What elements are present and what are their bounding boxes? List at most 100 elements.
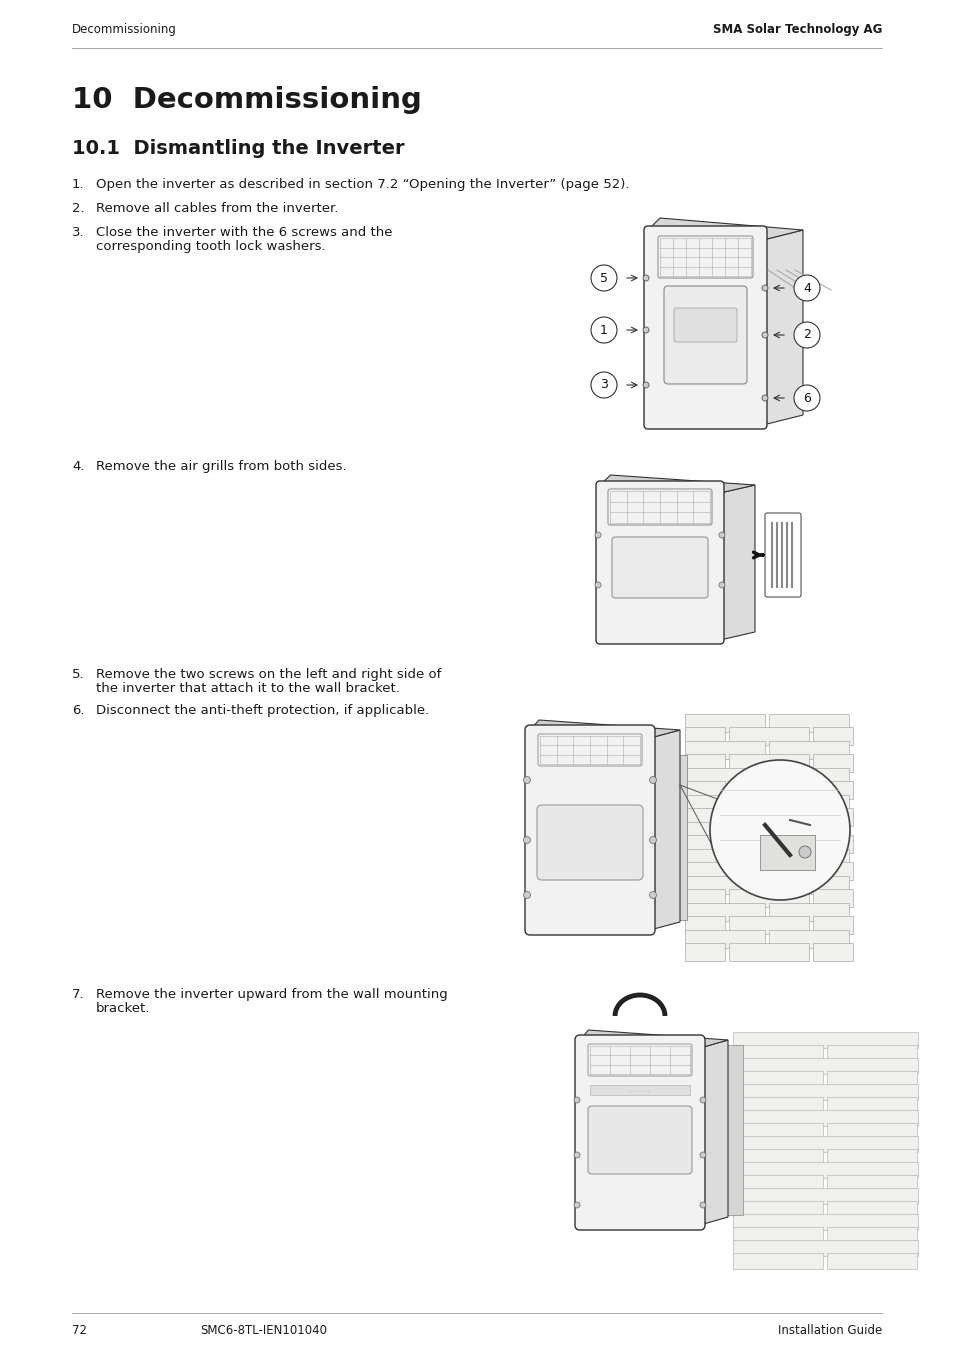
Bar — [768, 795, 848, 813]
Bar — [826, 1228, 916, 1242]
Circle shape — [761, 333, 767, 338]
Text: 5.: 5. — [71, 668, 85, 681]
Text: Decommissioning: Decommissioning — [71, 23, 176, 37]
Text: 1.: 1. — [71, 178, 85, 191]
Text: 7.: 7. — [71, 988, 85, 1000]
Bar — [732, 1201, 822, 1217]
Bar — [684, 942, 724, 961]
Bar — [728, 890, 808, 907]
Bar — [684, 863, 724, 880]
Text: Open the inverter as described in section 7.2 “Opening the Inverter” (page 52).: Open the inverter as described in sectio… — [96, 178, 629, 191]
Bar — [768, 822, 848, 840]
Circle shape — [590, 316, 617, 343]
Text: . . . . . .: . . . . . . — [630, 1087, 649, 1092]
Circle shape — [523, 891, 530, 899]
FancyBboxPatch shape — [643, 226, 766, 429]
Circle shape — [649, 776, 656, 784]
Bar — [826, 1071, 916, 1087]
Bar — [684, 741, 764, 758]
FancyBboxPatch shape — [537, 804, 642, 880]
Bar — [684, 917, 724, 934]
Bar — [768, 849, 848, 867]
Bar — [684, 849, 764, 867]
Circle shape — [590, 372, 617, 397]
FancyBboxPatch shape — [612, 537, 707, 598]
Bar — [732, 1175, 822, 1191]
Circle shape — [642, 327, 648, 333]
Text: 10.1  Dismantling the Inverter: 10.1 Dismantling the Inverter — [71, 138, 404, 157]
Circle shape — [649, 837, 656, 844]
Text: Remove the two screws on the left and right side of: Remove the two screws on the left and ri… — [96, 668, 441, 681]
Bar — [812, 836, 852, 853]
Bar — [826, 1096, 916, 1113]
Polygon shape — [649, 730, 679, 930]
Bar — [826, 1175, 916, 1191]
Text: 72: 72 — [71, 1324, 87, 1337]
Circle shape — [595, 581, 600, 588]
FancyBboxPatch shape — [587, 1106, 691, 1174]
Bar — [768, 876, 848, 894]
Circle shape — [761, 285, 767, 291]
Bar — [684, 890, 724, 907]
Text: 3.: 3. — [71, 226, 85, 239]
Bar — [732, 1228, 822, 1242]
Text: 2: 2 — [802, 329, 810, 342]
Bar — [732, 1059, 917, 1073]
Bar — [760, 836, 814, 869]
Bar — [812, 727, 852, 745]
Bar — [768, 741, 848, 758]
Bar — [684, 714, 764, 731]
Bar — [812, 917, 852, 934]
Text: corresponding tooth lock washers.: corresponding tooth lock washers. — [96, 241, 325, 253]
Bar — [728, 727, 808, 745]
Bar — [732, 1188, 917, 1205]
Bar — [732, 1240, 917, 1256]
Bar — [768, 903, 848, 921]
Circle shape — [700, 1202, 705, 1207]
Text: Close the inverter with the 6 screws and the: Close the inverter with the 6 screws and… — [96, 226, 392, 239]
Bar — [768, 930, 848, 948]
FancyBboxPatch shape — [673, 308, 737, 342]
Polygon shape — [700, 1040, 727, 1225]
Text: SMA Solar Technology AG: SMA Solar Technology AG — [712, 23, 882, 37]
Bar — [732, 1136, 917, 1152]
Bar — [722, 1045, 742, 1215]
Bar — [812, 781, 852, 799]
Bar — [732, 1149, 822, 1165]
FancyBboxPatch shape — [575, 1036, 704, 1230]
Text: 4.: 4. — [71, 460, 85, 473]
Bar — [732, 1032, 917, 1048]
Bar — [732, 1110, 917, 1126]
Bar — [826, 1124, 916, 1138]
Bar — [728, 836, 808, 853]
Text: bracket.: bracket. — [96, 1002, 151, 1015]
Bar — [732, 1253, 822, 1270]
Bar — [812, 890, 852, 907]
Text: 1: 1 — [599, 323, 607, 337]
Polygon shape — [579, 1030, 727, 1048]
Circle shape — [719, 581, 724, 588]
Bar — [768, 714, 848, 731]
Text: the inverter that attach it to the wall bracket.: the inverter that attach it to the wall … — [96, 681, 399, 695]
Text: 2.: 2. — [71, 201, 85, 215]
Bar — [728, 808, 808, 826]
Text: 3: 3 — [599, 379, 607, 392]
Bar — [684, 768, 764, 786]
Bar — [812, 808, 852, 826]
Circle shape — [590, 265, 617, 291]
FancyBboxPatch shape — [524, 725, 655, 936]
Text: Installation Guide: Installation Guide — [777, 1324, 882, 1337]
Circle shape — [649, 891, 656, 899]
Text: Remove the air grills from both sides.: Remove the air grills from both sides. — [96, 460, 346, 473]
Circle shape — [574, 1096, 579, 1103]
Circle shape — [700, 1096, 705, 1103]
Bar — [684, 836, 724, 853]
Circle shape — [799, 846, 810, 859]
FancyBboxPatch shape — [663, 287, 746, 384]
Bar — [684, 808, 724, 826]
Circle shape — [761, 395, 767, 402]
Bar — [728, 781, 808, 799]
Bar — [812, 942, 852, 961]
Text: 6: 6 — [802, 392, 810, 404]
Circle shape — [793, 385, 820, 411]
